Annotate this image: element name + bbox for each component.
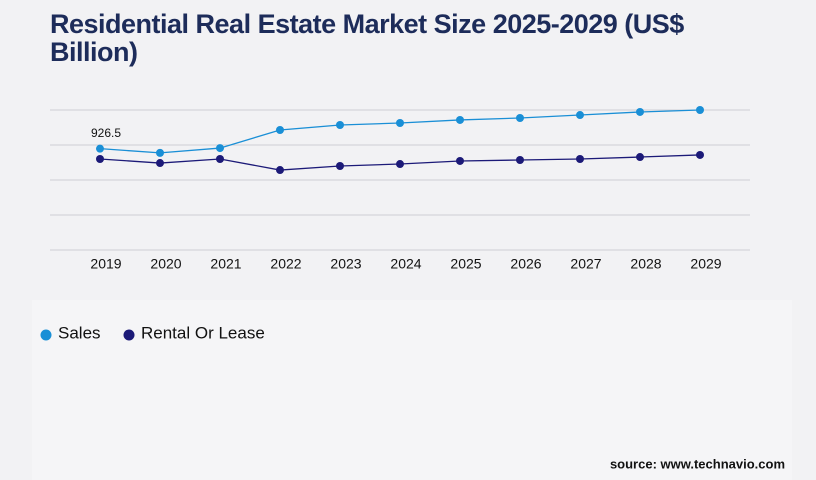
title-box: Residential Real Estate Market Size 2025… (50, 10, 684, 67)
x-tick-label: 2023 (330, 256, 361, 272)
point (216, 144, 224, 153)
x-tick-label: 2024 (390, 256, 421, 272)
panel (32, 300, 792, 480)
point (156, 159, 164, 168)
legend-label: Sales (58, 323, 101, 342)
x-tick-label: 2027 (570, 256, 601, 272)
data-label: 926.5 (91, 126, 121, 140)
legend-label: Rental Or Lease (141, 323, 265, 342)
x-tick-label: 2019 (90, 256, 121, 272)
point (396, 119, 404, 128)
point (696, 106, 704, 114)
point (576, 155, 584, 163)
legend-marker (123, 329, 135, 341)
point (156, 148, 164, 157)
point (216, 155, 224, 163)
point (336, 162, 344, 170)
point (96, 155, 104, 163)
point (276, 166, 284, 175)
point (336, 120, 344, 129)
x-tick-label: 2026 (510, 256, 541, 272)
point (516, 155, 524, 164)
point (516, 113, 524, 122)
x-tick-label: 2020 (150, 256, 181, 272)
point (636, 107, 644, 116)
x-tick-label: 2022 (270, 256, 301, 272)
point (636, 153, 644, 162)
x-tick-label: 2021 (210, 256, 241, 272)
x-tick-label: 2028 (630, 256, 661, 272)
series-line (99, 109, 701, 154)
source: source: www.technavio.com (610, 456, 785, 471)
point (396, 160, 404, 169)
point (456, 115, 464, 124)
point (96, 144, 104, 153)
legend-marker (40, 329, 52, 341)
point (576, 111, 584, 120)
point (456, 156, 464, 165)
point (276, 126, 284, 135)
point (696, 150, 704, 159)
x-tick-label: 2025 (450, 256, 481, 272)
x-tick-label: 2029 (690, 256, 721, 272)
chart-title: Residential Real Estate Market Size 2025… (50, 10, 684, 67)
